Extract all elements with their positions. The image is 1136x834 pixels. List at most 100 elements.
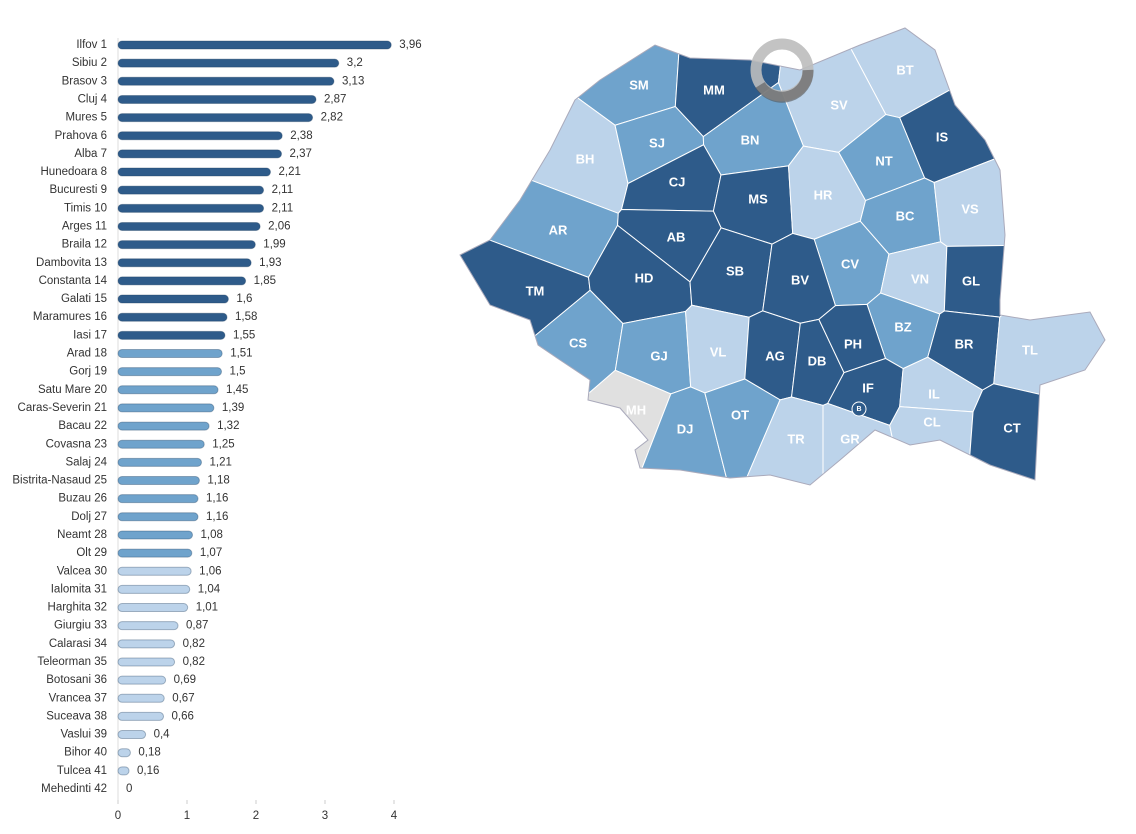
value-label: 3,13	[342, 75, 364, 87]
value-label: 2,82	[321, 112, 343, 124]
bar	[117, 494, 199, 504]
county-label: BZ	[894, 319, 911, 334]
category-label: Arad 18	[67, 348, 107, 360]
category-label: Gorj 19	[69, 366, 107, 378]
value-label: 1,6	[236, 293, 252, 305]
category-label: Bacau 22	[58, 420, 107, 432]
category-label: Covasna 23	[46, 438, 107, 450]
category-label: Harghita 32	[48, 602, 107, 614]
category-label: Braila 12	[62, 239, 107, 251]
value-label: 0,67	[172, 692, 194, 704]
category-label: Prahova 6	[55, 130, 107, 142]
category-label: Buzau 26	[58, 493, 107, 505]
bar	[117, 439, 205, 449]
bar	[117, 512, 199, 522]
category-label: Calarasi 34	[49, 638, 108, 650]
value-label: 0	[126, 783, 132, 795]
bar	[117, 40, 392, 50]
value-label: 1,58	[235, 311, 257, 323]
value-label: 1,93	[259, 257, 281, 269]
county-label: DB	[808, 353, 827, 368]
bar	[117, 240, 256, 250]
category-label: Suceava 38	[46, 710, 107, 722]
county-label: CV	[841, 256, 859, 271]
county-label: TR	[787, 431, 805, 446]
county-label: BH	[576, 151, 595, 166]
county-label: VN	[911, 271, 929, 286]
value-label: 2,21	[278, 166, 300, 178]
bar	[117, 639, 176, 649]
county-label: MS	[748, 191, 768, 206]
category-label: Timis 10	[64, 202, 107, 214]
category-label: Valcea 30	[57, 565, 107, 577]
category-label: Constanta 14	[39, 275, 108, 287]
bar	[117, 385, 219, 395]
bar	[117, 258, 252, 268]
category-label: Giurgiu 33	[54, 620, 107, 632]
category-label: Galati 15	[61, 293, 107, 305]
bar-chart: 0 1 2 3 4 Ilfov 1 3,96 Sibiu 2 3,2 Brasov 3 3,13 Cl…	[12, 39, 421, 822]
county	[851, 401, 867, 417]
bar	[117, 330, 226, 340]
category-label: Dambovita 13	[36, 257, 107, 269]
category-label: Bucuresti 9	[49, 184, 107, 196]
x-tick-label: 4	[391, 810, 398, 822]
value-label: 0,4	[154, 729, 171, 741]
county-label: BC	[896, 208, 915, 223]
county-label: MM	[703, 82, 725, 97]
category-label: Iasi 17	[73, 329, 107, 341]
county-label: OT	[731, 407, 749, 422]
value-label: 2,37	[290, 148, 312, 160]
value-label: 1,07	[200, 547, 222, 559]
county	[464, 369, 672, 485]
county-label: GJ	[650, 348, 667, 363]
county-label: BR	[955, 336, 974, 351]
value-label: 2,11	[272, 202, 294, 214]
bar	[117, 603, 189, 613]
category-label: Caras-Severin 21	[18, 402, 107, 414]
category-label: Tulcea 41	[57, 765, 107, 777]
county-label: IL	[928, 386, 940, 401]
bar	[117, 203, 265, 213]
bar	[117, 403, 215, 413]
value-label: 1,5	[230, 366, 246, 378]
value-label: 2,87	[324, 93, 346, 105]
county-label: CS	[569, 335, 587, 350]
category-label: Ilfov 1	[76, 39, 107, 51]
bar	[117, 748, 131, 758]
bar	[117, 113, 314, 123]
county-label: CT	[1003, 420, 1020, 435]
value-label: 1,21	[209, 456, 231, 468]
bar	[117, 149, 283, 159]
value-label: 1,32	[217, 420, 239, 432]
category-label: Neamt 28	[57, 529, 107, 541]
county-label: BN	[741, 132, 760, 147]
value-label: 1,39	[222, 402, 244, 414]
category-label: Mehedinti 42	[41, 783, 107, 795]
bar	[117, 711, 165, 721]
category-label: Botosani 36	[46, 674, 107, 686]
bar	[117, 530, 194, 540]
bar	[117, 58, 340, 68]
county	[965, 383, 1105, 485]
value-label: 0,16	[137, 765, 159, 777]
bar	[117, 730, 147, 740]
value-label: 0,69	[174, 674, 196, 686]
bar	[117, 457, 202, 467]
value-label: 0,87	[186, 620, 208, 632]
bar	[117, 76, 335, 86]
value-label: 3,96	[399, 39, 421, 51]
loading-spinner	[750, 38, 814, 103]
county-label: DJ	[677, 421, 694, 436]
map: SM MM BT SV BH SJ BN IS NT CJ MS HR BC VS AR AB CV VN GL TM…	[459, 27, 1106, 486]
county-label: BT	[896, 62, 913, 77]
category-label: Vaslui 39	[61, 729, 107, 741]
value-label: 1,55	[233, 329, 255, 341]
bar	[117, 421, 210, 431]
category-label: Salaj 24	[65, 456, 107, 468]
category-label: Mures 5	[65, 112, 107, 124]
bar	[117, 294, 229, 304]
category-label: Brasov 3	[62, 75, 107, 87]
county-label: AB	[667, 229, 686, 244]
category-label: Sibiu 2	[72, 57, 107, 69]
